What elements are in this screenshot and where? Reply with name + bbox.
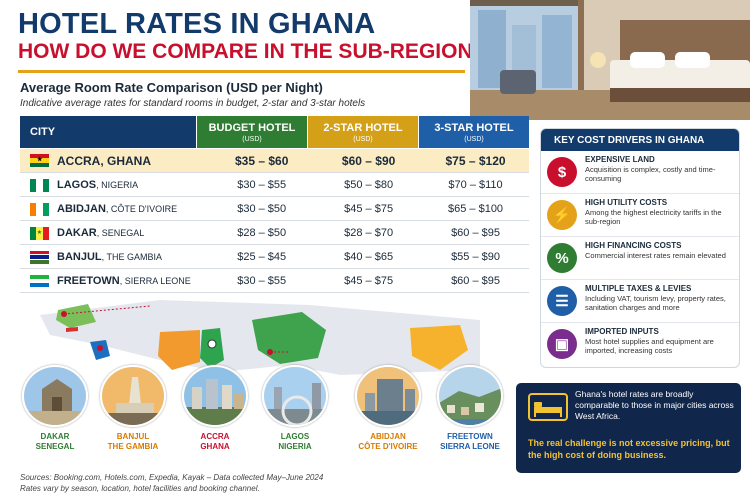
- header-budget: BUDGET HOTEL (USD): [197, 116, 307, 148]
- budget-rate: $30 – $55: [237, 179, 287, 191]
- table-row: LAGOS, NIGERIA $30 – $55 $50 – $80 $70 –…: [20, 174, 529, 197]
- page-title: HOTEL RATES IN GHANA: [18, 8, 376, 40]
- driver-item: % HIGH FINANCING COSTS Commercial interes…: [541, 237, 739, 280]
- city-name: BANJUL, THE GAMBIA: [57, 251, 162, 263]
- bed-icon: [528, 393, 568, 421]
- driver-desc: Most hotel supplies and equipment are im…: [585, 337, 714, 355]
- driver-title: EXPENSIVE LAND: [585, 155, 655, 164]
- section-note: Indicative average rates for standard ro…: [20, 98, 366, 109]
- city-name: LAGOS, NIGERIA: [57, 179, 139, 191]
- two-star-rate: $50 – $80: [344, 179, 394, 191]
- two-star-rate: $28 – $70: [344, 227, 394, 239]
- driver-title: IMPORTED INPUTS: [585, 327, 659, 336]
- driver-desc: Acquisition is complex, costly and time-…: [585, 165, 716, 183]
- table-row: ★ DAKAR, SENEGAL $28 – $50 $28 – $70 $60…: [20, 222, 529, 245]
- two-star-rate: $45 – $75: [344, 275, 394, 287]
- driver-title: HIGH UTILITY COSTS: [585, 198, 668, 207]
- header-two-star: 2-STAR HOTEL (USD): [308, 116, 418, 148]
- two-star-rate: $40 – $65: [344, 251, 394, 263]
- header-three-star: 3-STAR HOTEL (USD): [419, 116, 529, 148]
- three-star-rate: $60 – $95: [451, 275, 500, 287]
- percent-icon: %: [547, 243, 577, 273]
- west-africa-map: [40, 300, 480, 400]
- ghana-flag-icon: ★: [30, 154, 49, 167]
- three-star-rate: $75 – $120: [445, 153, 506, 168]
- city-name: FREETOWN, SIERRA LEONE: [57, 275, 191, 287]
- package-icon: ▣: [547, 329, 577, 359]
- driver-desc: Commercial interest rates remain elevate…: [585, 251, 726, 260]
- driver-item: ▣ IMPORTED INPUTS Most hotel supplies and…: [541, 323, 739, 366]
- dakar-photo: [22, 365, 88, 427]
- cost-drivers-header: KEY COST DRIVERS IN GHANA: [541, 129, 739, 151]
- driver-desc: Including VAT, tourism levy, property ra…: [585, 294, 726, 312]
- two-star-rate: $45 – $75: [344, 203, 394, 215]
- section-title: Average Room Rate Comparison (USD per Ni…: [20, 80, 323, 95]
- sources-note: Sources: Booking.com, Hotels.com, Expedi…: [20, 473, 324, 493]
- accra-photo: [182, 365, 248, 427]
- two-star-rate: $60 – $90: [341, 153, 396, 168]
- conclusion-highlight: The real challenge is not excessive pric…: [528, 438, 730, 460]
- conclusion-box: [516, 383, 741, 473]
- city-name: ACCRA, GHANA: [57, 153, 152, 168]
- table-row: ★ ACCRA, GHANA $35 – $60 $60 – $90 $75 –…: [20, 149, 529, 173]
- budget-rate: $28 – $50: [237, 227, 287, 239]
- header-city: CITY: [20, 116, 196, 148]
- three-star-rate: $60 – $95: [451, 227, 500, 239]
- table-row: FREETOWN, SIERRA LEONE $30 – $55 $45 – $…: [20, 270, 529, 293]
- driver-item: ☰ MULTIPLE TAXES & LEVIES Including VAT, …: [541, 280, 739, 323]
- cost-drivers-panel: KEY COST DRIVERS IN GHANA $ EXPENSIVE LA…: [540, 128, 740, 368]
- photo-caption: ABIDJAN CÔTE D'IVOIRE: [358, 432, 418, 451]
- conclusion-text: Ghana's hotel rates are broadly comparab…: [575, 389, 734, 421]
- three-star-rate: $55 – $90: [451, 251, 500, 263]
- three-star-rate: $65 – $100: [448, 203, 504, 215]
- lightning-icon: ⚡: [547, 200, 577, 230]
- photo-caption: LAGOS NIGERIA: [278, 432, 312, 451]
- cote-divoire-flag-icon: [30, 202, 49, 216]
- senegal-flag-icon: ★: [30, 226, 49, 240]
- freetown-photo: [437, 365, 503, 427]
- budget-rate: $30 – $50: [237, 203, 287, 215]
- photo-caption: FREETOWN SIERRA LEONE: [440, 432, 500, 451]
- budget-rate: $30 – $55: [237, 275, 287, 287]
- photo-caption: BANJUL THE GAMBIA: [107, 432, 159, 451]
- driver-title: HIGH FINANCING COSTS: [585, 241, 682, 250]
- nigeria-flag-icon: [30, 178, 49, 192]
- table-row: BANJUL, THE GAMBIA $25 – $45 $40 – $65 $…: [20, 246, 529, 269]
- lagos-photo: [262, 365, 328, 427]
- senegal-map-shape: [56, 304, 96, 328]
- gambia-flag-icon: [30, 250, 49, 264]
- hotel-room-image: [470, 0, 750, 120]
- photo-caption: ACCRA GHANA: [200, 432, 230, 451]
- abidjan-photo: [355, 365, 421, 427]
- page-subtitle: HOW DO WE COMPARE IN THE SUB-REGION?: [18, 40, 486, 63]
- gambia-map-shape: [66, 327, 78, 332]
- banjul-photo: [100, 365, 166, 427]
- table-row: ABIDJAN, CÔTE D'IVOIRE $30 – $50 $45 – $…: [20, 198, 529, 221]
- tax-document-icon: ☰: [547, 286, 577, 316]
- budget-rate: $25 – $45: [237, 251, 287, 263]
- photo-caption: DAKAR SENEGAL: [35, 432, 75, 451]
- driver-title: MULTIPLE TAXES & LEVIES: [585, 284, 692, 293]
- sierra-leone-flag-icon: [30, 274, 49, 288]
- driver-item: $ EXPENSIVE LAND Acquisition is complex, …: [541, 151, 739, 194]
- driver-desc: Among the highest electricity tariffs in…: [585, 208, 722, 226]
- cote-divoire-map-shape: [158, 330, 200, 370]
- driver-item: ⚡ HIGH UTILITY COSTS Among the highest el…: [541, 194, 739, 237]
- land-price-icon: $: [547, 157, 577, 187]
- budget-rate: $35 – $60: [235, 153, 289, 168]
- city-name: ABIDJAN, CÔTE D'IVOIRE: [57, 203, 178, 215]
- three-star-rate: $70 – $110: [448, 179, 503, 191]
- city-name: DAKAR, SENEGAL: [57, 227, 145, 239]
- title-divider: [18, 70, 465, 73]
